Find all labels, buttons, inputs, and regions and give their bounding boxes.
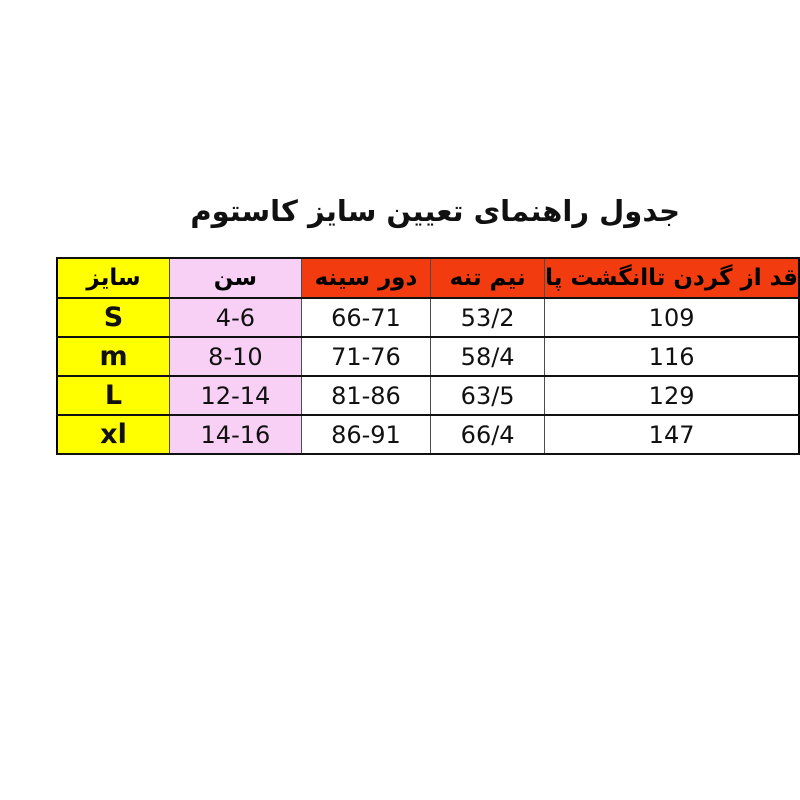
cell-chest: 81-86 bbox=[300, 375, 432, 416]
cell-age: 4-6 bbox=[169, 297, 302, 338]
cell-chest: 66-71 bbox=[300, 297, 432, 338]
cell-chest: 71-76 bbox=[300, 336, 432, 377]
cell-half-torso: 63/5 bbox=[430, 375, 546, 416]
cell-neck-to-toe: 147 bbox=[544, 414, 800, 455]
header-neck-to-toe-length: قد از گردن تاانگشت پا bbox=[544, 257, 800, 299]
header-chest-circumference: دور سینه bbox=[300, 257, 432, 299]
table-row-xl: xl 14-16 86-91 66/4 147 bbox=[56, 414, 800, 455]
header-half-torso: نیم تنه bbox=[430, 257, 546, 299]
table-row-s: S 4-6 66-71 53/2 109 bbox=[56, 297, 800, 338]
header-size: سایز bbox=[56, 257, 171, 299]
cell-neck-to-toe: 116 bbox=[544, 336, 800, 377]
header-age: سن bbox=[169, 257, 302, 299]
cell-neck-to-toe: 129 bbox=[544, 375, 800, 416]
cell-size: m bbox=[56, 336, 171, 377]
cell-neck-to-toe: 109 bbox=[544, 297, 800, 338]
cell-size: S bbox=[56, 297, 171, 338]
page-title: جدول راهنمای تعیین سایز کاستوم bbox=[190, 194, 680, 228]
cell-size: L bbox=[56, 375, 171, 416]
cell-chest: 86-91 bbox=[300, 414, 432, 455]
table-row-m: m 8-10 71-76 58/4 116 bbox=[56, 336, 800, 377]
cell-size: xl bbox=[56, 414, 171, 455]
cell-age: 12-14 bbox=[169, 375, 302, 416]
cell-half-torso: 53/2 bbox=[430, 297, 546, 338]
cell-age: 14-16 bbox=[169, 414, 302, 455]
cell-half-torso: 66/4 bbox=[430, 414, 546, 455]
cell-half-torso: 58/4 bbox=[430, 336, 546, 377]
cell-age: 8-10 bbox=[169, 336, 302, 377]
table-row-l: L 12-14 81-86 63/5 129 bbox=[56, 375, 800, 416]
size-chart-table: سایز سن دور سینه نیم تنه قد از گردن تاان… bbox=[56, 257, 800, 455]
header-row: سایز سن دور سینه نیم تنه قد از گردن تاان… bbox=[56, 257, 800, 299]
